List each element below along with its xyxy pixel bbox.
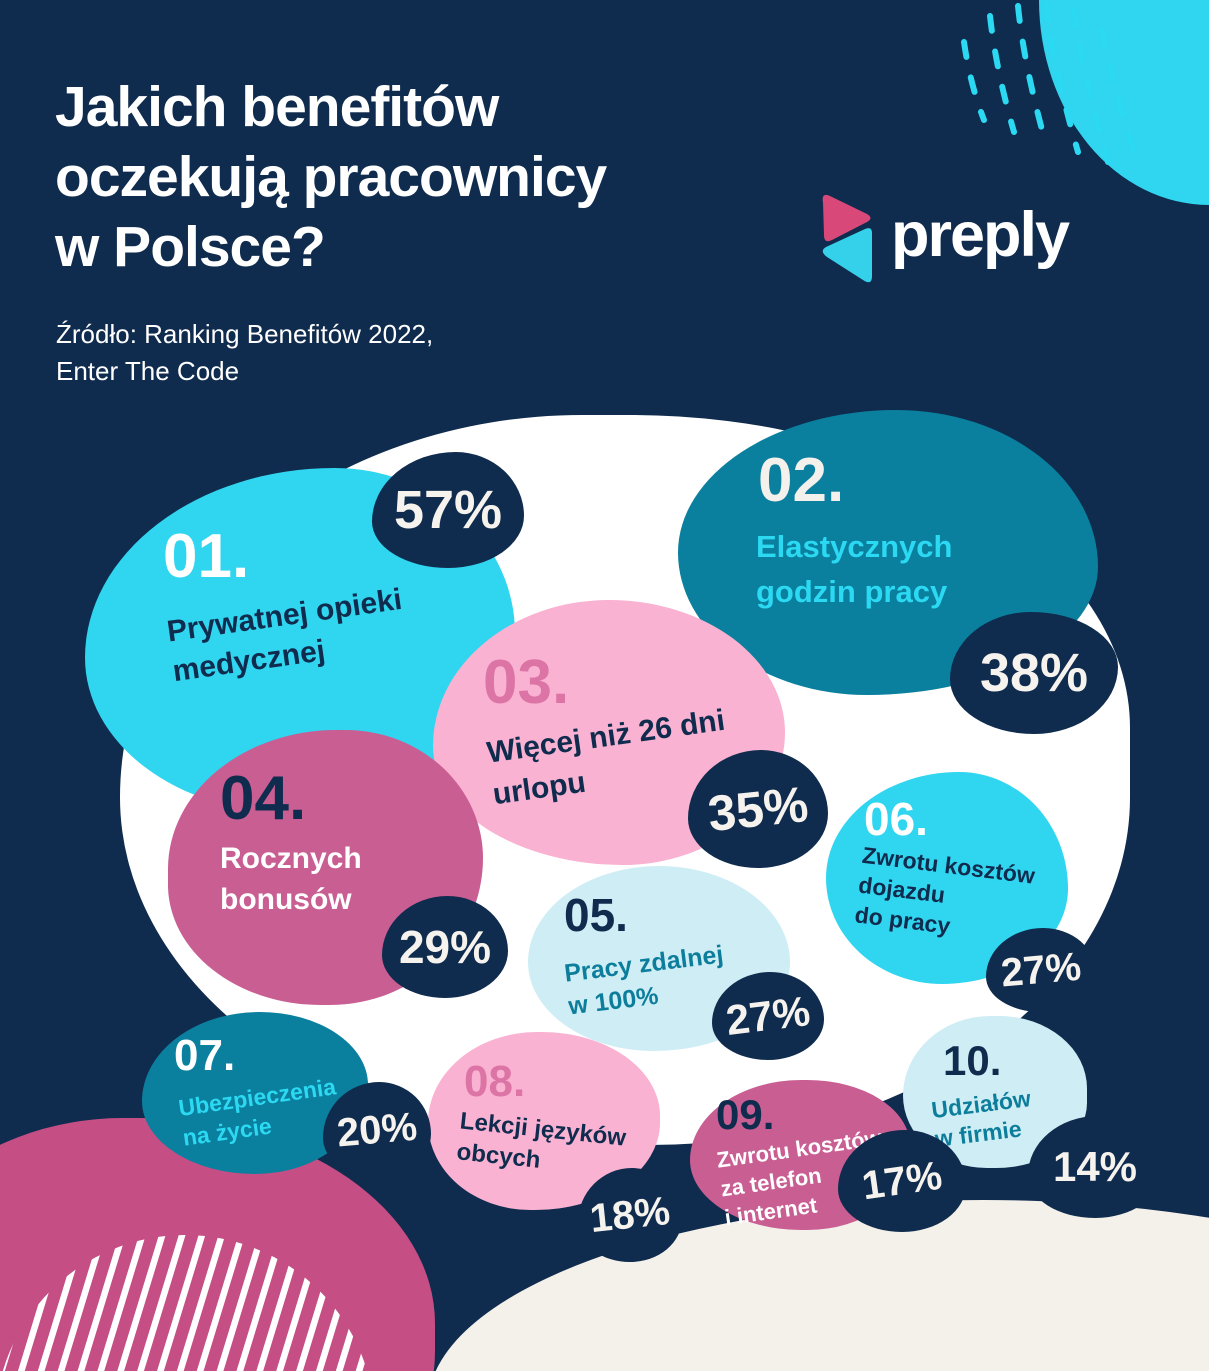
title-line: Jakich benefitów: [55, 75, 499, 139]
benefit-value-badge-10: 14%: [1028, 1116, 1162, 1218]
source-line: Źródło: Ranking Benefitów 2022,: [56, 319, 434, 349]
benefit-rank: 08.: [464, 1057, 526, 1106]
source-line: Enter The Code: [56, 356, 240, 386]
benefit-value-badge-07: 20%: [323, 1082, 431, 1178]
benefit-rank: 03.: [483, 648, 570, 717]
benefit-label: Prywatnej opieki medycznej: [165, 582, 405, 689]
benefit-value-badge-08: 18%: [578, 1168, 682, 1262]
benefit-blob-05: 05. Pracy zdalnej w 100%: [528, 866, 790, 1051]
preply-wordmark: preply: [891, 199, 1070, 270]
dashed-rain-decoration: [961, 1, 1137, 165]
benefit-label: Pracy zdalnej w 100%: [562, 940, 725, 1021]
preply-logo-icon: [822, 194, 872, 283]
page-title: Jakich benefitów oczekują pracownicy w P…: [55, 72, 607, 282]
benefit-value-badge-04: 29%: [382, 896, 508, 998]
benefit-value-badge-06: 27%: [986, 928, 1096, 1012]
benefit-rank: 02.: [758, 446, 845, 515]
benefit-rank: 06.: [864, 793, 928, 845]
benefit-label: Zwrotu kosztów dojazdu do pracy: [853, 841, 1037, 939]
benefit-label: Ubezpieczenia na życie: [176, 1073, 338, 1151]
benefit-rank: 04.: [220, 764, 307, 833]
benefit-label: Rocznych bonusów: [220, 842, 362, 916]
title-line: oczekują pracownicy: [55, 145, 607, 209]
benefit-rank: 09.: [716, 1091, 775, 1138]
benefit-rank: 05.: [564, 889, 628, 941]
benefit-label: Lekcji języków obcych: [455, 1107, 628, 1174]
benefit-value-badge-01: 57%: [372, 452, 524, 568]
benefit-label: Elastycznych godzin pracy: [756, 529, 953, 609]
preply-logo: preply: [818, 190, 1070, 290]
source-note: Źródło: Ranking Benefitów 2022, Enter Th…: [56, 316, 433, 390]
benefit-value-badge-09: 17%: [838, 1130, 966, 1232]
benefit-rank: 07.: [174, 1031, 236, 1080]
benefit-value-badge-03: 35%: [688, 750, 828, 868]
benefit-value-badge-05: 27%: [712, 972, 824, 1060]
benefit-rank: 10.: [943, 1037, 1002, 1084]
benefit-value-badge-02: 38%: [950, 612, 1118, 734]
title-line: w Polsce?: [55, 215, 326, 279]
benefit-rank: 01.: [163, 522, 250, 591]
